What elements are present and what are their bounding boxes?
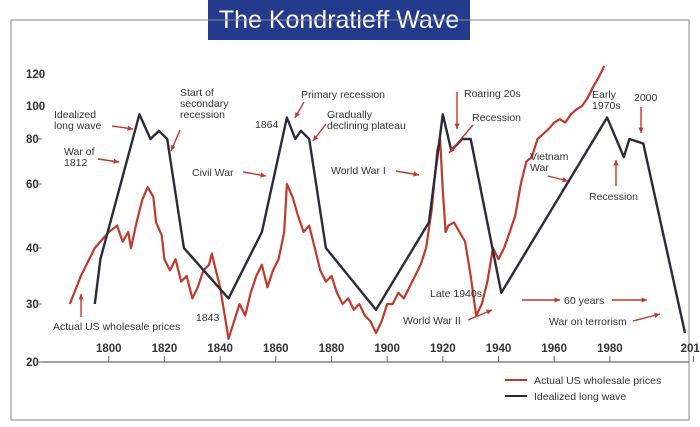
annotation-label: 60 years bbox=[564, 295, 604, 307]
annotation-arrowhead bbox=[78, 294, 84, 300]
x-tick-label: 1960 bbox=[541, 343, 567, 355]
annotation-label: War of 1812 bbox=[64, 146, 95, 169]
annotation-label: 1843 bbox=[196, 312, 220, 324]
annotation-label: War on terrorism bbox=[549, 316, 627, 328]
x-tick-label: 2010 bbox=[681, 343, 700, 355]
annotation-label: Civil War bbox=[192, 167, 234, 179]
annotation-arrowhead bbox=[641, 297, 647, 303]
annotation-arrowhead bbox=[295, 112, 300, 118]
annotation-arrowhead bbox=[454, 123, 460, 129]
legend-label-actual: Actual US wholesale prices bbox=[534, 375, 661, 387]
x-tick-label: 1880 bbox=[319, 343, 345, 355]
annotation-label: Roaring 20s bbox=[464, 88, 521, 100]
annotation-label: Gradually declining plateau bbox=[327, 109, 406, 132]
annotation-arrowhead bbox=[170, 145, 176, 151]
annotation-arrowhead bbox=[127, 125, 133, 131]
annotation-arrowhead bbox=[638, 127, 644, 133]
annotation-label: World War I bbox=[331, 165, 386, 177]
annotation-arrowhead bbox=[413, 171, 419, 177]
annotation-label: Actual US wholesale prices bbox=[53, 321, 180, 333]
y-tick-label: 60 bbox=[26, 179, 39, 191]
x-tick-label: 1840 bbox=[207, 343, 233, 355]
y-tick-label: 80 bbox=[26, 134, 39, 146]
annotation-label: World War II bbox=[403, 315, 461, 327]
annotation-label: Late 1940s bbox=[430, 288, 482, 300]
x-tick-label: 1900 bbox=[374, 343, 400, 355]
annotation-label: Recession bbox=[589, 191, 638, 203]
annotation-arrowhead bbox=[486, 309, 492, 315]
annotation-label: Primary recession bbox=[301, 89, 385, 101]
y-tick-label: 30 bbox=[26, 299, 39, 311]
annotation-label: Early 1970s bbox=[592, 89, 621, 112]
annotation-arrowhead bbox=[654, 312, 660, 318]
annotation-arrowhead bbox=[562, 177, 568, 183]
annotation-label: Idealized long wave bbox=[54, 109, 101, 132]
chart-frame bbox=[10, 19, 690, 421]
x-tick-label: 1920 bbox=[430, 343, 456, 355]
legend-label-ideal: Idealized long wave bbox=[534, 391, 626, 403]
actual-prices-line bbox=[68, 65, 606, 340]
x-tick-label: 1940 bbox=[486, 343, 512, 355]
y-tick-label: 120 bbox=[26, 69, 45, 81]
series-layer bbox=[68, 65, 687, 340]
annotation-arrowhead bbox=[449, 147, 455, 153]
y-axis-ticks: 20 30 40 60 80 100 120 bbox=[26, 69, 45, 369]
annotation-label: 1864 bbox=[255, 119, 279, 131]
x-tick-label: 1820 bbox=[152, 343, 178, 355]
annotation-arrowhead bbox=[313, 135, 319, 141]
idealized-wave-line bbox=[93, 113, 687, 334]
x-axis-ticks: 1800 1820 1840 1860 1880 1900 1920 1940 1960 1980… bbox=[96, 343, 700, 362]
y-tick-label: 40 bbox=[26, 243, 39, 255]
x-tick-label: 1800 bbox=[96, 343, 122, 355]
annotation-arrow bbox=[448, 124, 474, 154]
x-tick-label: 1860 bbox=[263, 343, 289, 355]
x-tick-label: 1980 bbox=[597, 343, 623, 355]
annotations-layer: Idealized long wave War of 1812 Start of seco… bbox=[53, 87, 661, 333]
annotation-arrowhead bbox=[260, 172, 266, 178]
annotation-label: 2000 bbox=[634, 92, 658, 104]
annotation-arrowhead bbox=[113, 158, 119, 164]
annotation-arrowhead bbox=[554, 297, 560, 303]
legend: Actual US wholesale prices Idealized lon… bbox=[505, 375, 661, 403]
annotation-label: Recession bbox=[472, 112, 521, 124]
y-tick-label: 20 bbox=[26, 357, 39, 369]
y-tick-label: 100 bbox=[26, 101, 45, 113]
annotation-label: Start of secondary recession bbox=[180, 87, 229, 121]
annotation-arrowhead bbox=[613, 160, 619, 166]
annotation-label: Vietnam War bbox=[530, 151, 569, 174]
